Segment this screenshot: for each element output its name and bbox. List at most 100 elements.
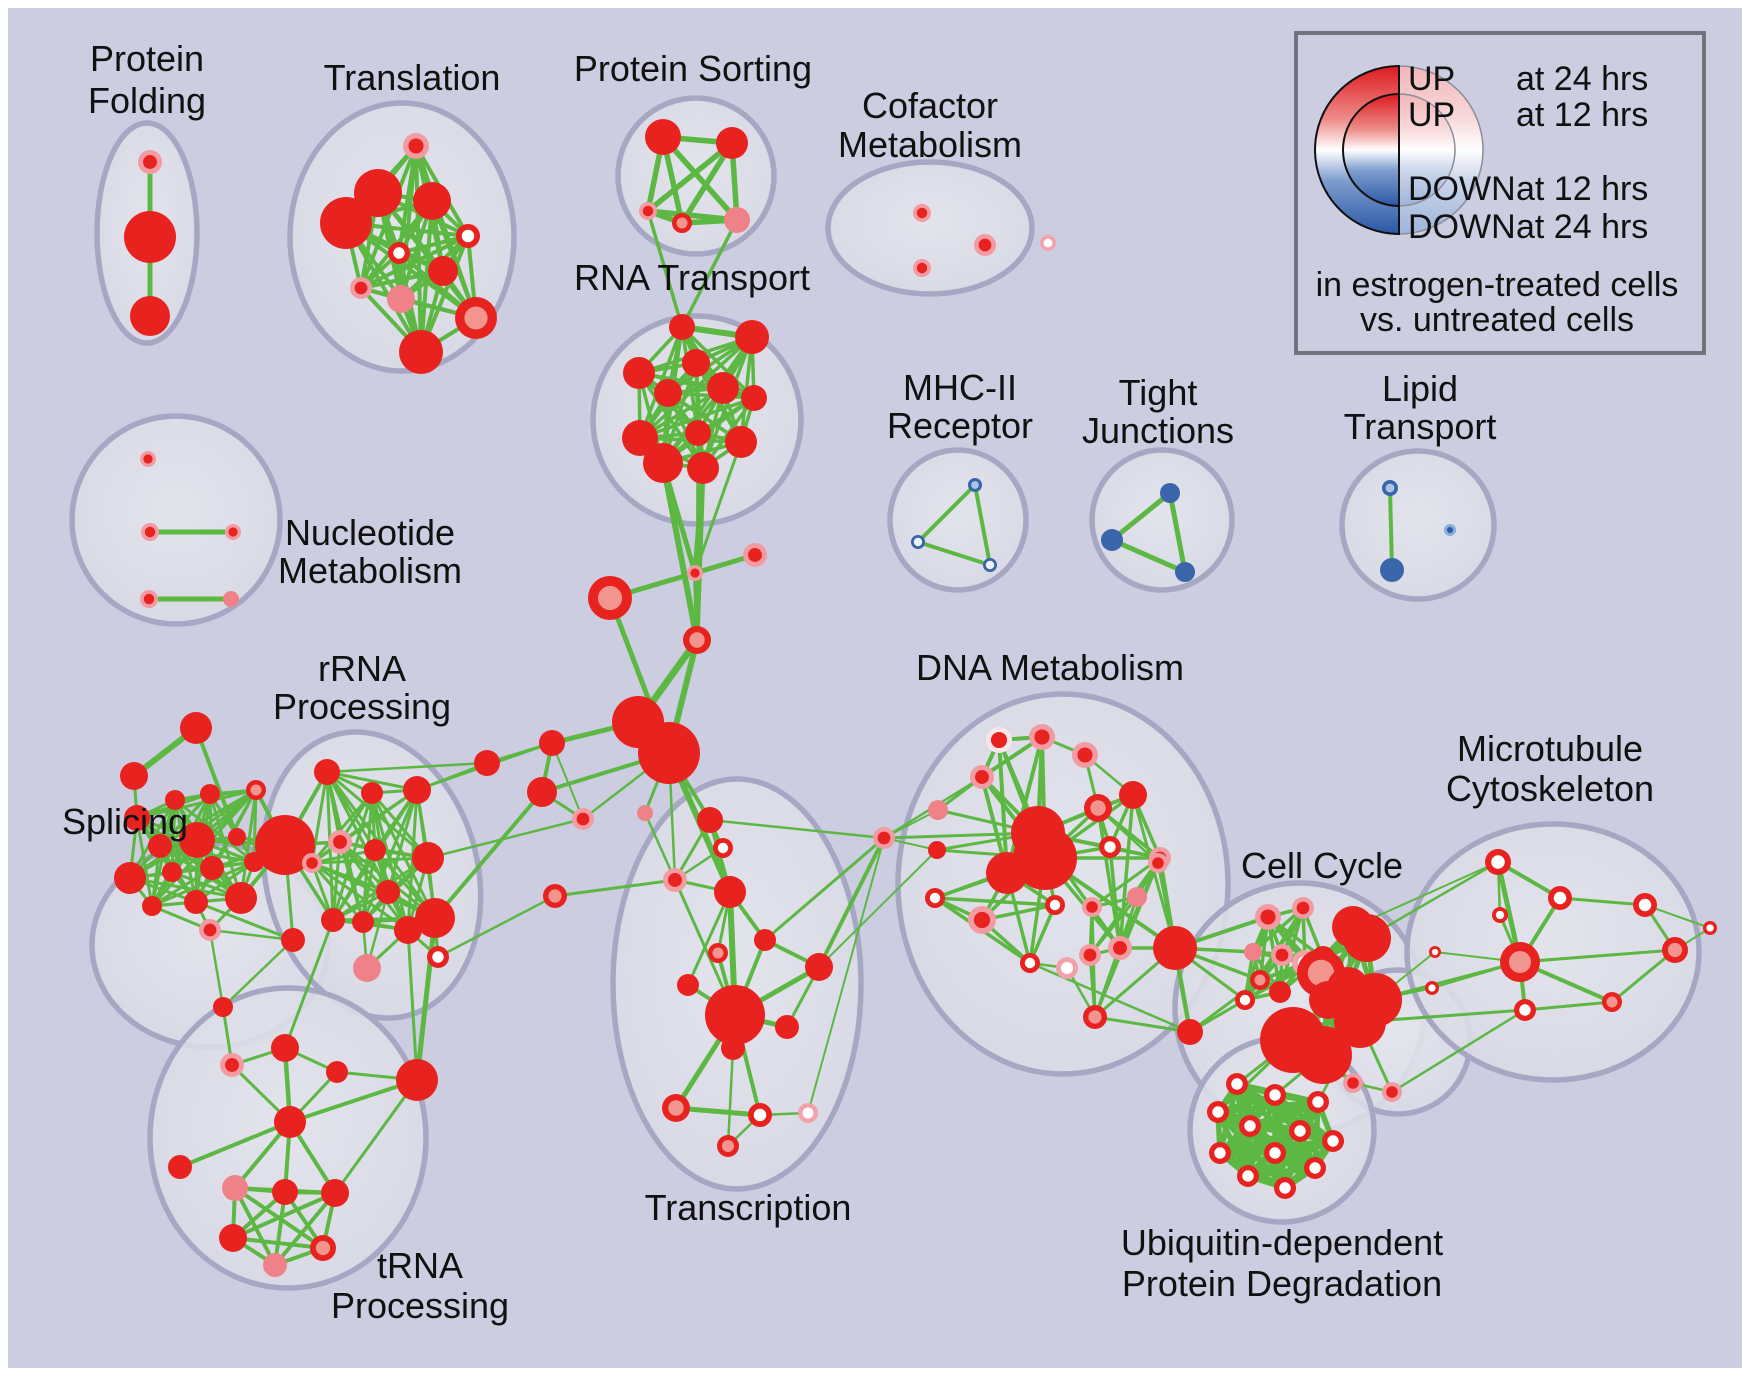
node [1029,724,1055,750]
node [741,385,767,411]
node [200,784,220,804]
edge [1028,903,1057,965]
node [1429,946,1441,958]
edge [310,861,365,924]
legend-direction-label: UP [1408,60,1455,98]
node [986,727,1012,753]
node [717,1135,739,1157]
edge [208,928,295,942]
node [1239,1115,1261,1137]
node [1602,992,1622,1012]
node [272,1179,298,1205]
node [353,954,381,982]
edge [1167,490,1188,575]
node [456,224,480,248]
node [622,420,658,456]
node [162,862,182,882]
node [1322,1130,1344,1152]
node [350,277,372,299]
edge [1028,961,1192,1034]
edge [818,849,938,968]
edge [386,788,419,894]
node [220,1053,244,1077]
edge [973,483,992,567]
edge [221,938,295,1009]
node [662,1094,690,1122]
legend-caption: in estrogen-treated cells [1316,266,1679,304]
node [1294,1026,1352,1084]
legend-time-label: at 12 hrs [1516,170,1648,208]
cluster-nucleotide [69,413,283,627]
node [314,759,340,785]
edge [916,540,992,567]
cluster-label-lipid-transport: Transport [1344,406,1497,447]
node [539,730,565,756]
edge [436,894,557,959]
node [352,911,374,933]
edge [231,1236,325,1250]
node [222,1175,248,1201]
node [321,1179,349,1207]
node [200,856,224,880]
node [361,782,383,804]
node [124,211,176,263]
node [1289,1120,1311,1142]
edge [333,1078,419,1195]
node [1045,895,1065,915]
edge [361,848,377,924]
legend-direction-label: DOWN [1408,170,1516,208]
cluster-label-cofactor: Cofactor [862,85,998,126]
node [913,259,931,277]
node [687,452,719,484]
node [572,808,594,830]
edge [1558,896,1647,907]
node [1343,914,1391,962]
node [1083,1005,1107,1029]
edge [359,234,470,290]
edge [283,918,335,1050]
edge [680,325,756,400]
node [705,985,765,1045]
node [1382,480,1398,496]
node [1662,937,1688,963]
node [1492,907,1508,923]
cluster-label-microtubule: Cytoskeleton [1446,768,1654,809]
cluster-label-trna-processing: tRNA [377,1245,463,1286]
edge [135,788,258,820]
node [683,626,711,654]
legend-glyph-inner-right [1398,93,1456,207]
edge [273,1191,337,1267]
node [714,876,746,908]
node [1177,1019,1203,1045]
node [148,834,172,858]
edge [325,761,489,774]
node [413,182,451,220]
edge [645,140,735,214]
legend-caption: vs. untreated cells [1360,301,1634,339]
cluster-lipid-transport [1339,448,1497,602]
node [1148,853,1168,873]
edge [660,134,740,223]
node [1264,1142,1286,1164]
node [142,896,162,916]
cluster-label-dna-metabolism: DNA Metabolism [916,647,1184,688]
edge [680,218,739,329]
node [1271,944,1293,966]
edge [1215,1099,1321,1115]
node [168,1155,192,1179]
edge [1118,793,1135,950]
node [219,1224,247,1252]
node [130,296,170,336]
node [1274,1177,1296,1199]
node [721,1036,745,1060]
node [184,890,208,914]
node [199,919,221,941]
cluster-label-rrna-processing: rRNA [318,648,406,689]
edge [726,1046,735,1148]
edge [638,396,756,440]
edge [553,878,677,898]
cluster-label-mhc: MHC-II [903,367,1017,408]
legend-glyph-inner-left [1342,92,1400,208]
edge [1610,948,1677,1004]
